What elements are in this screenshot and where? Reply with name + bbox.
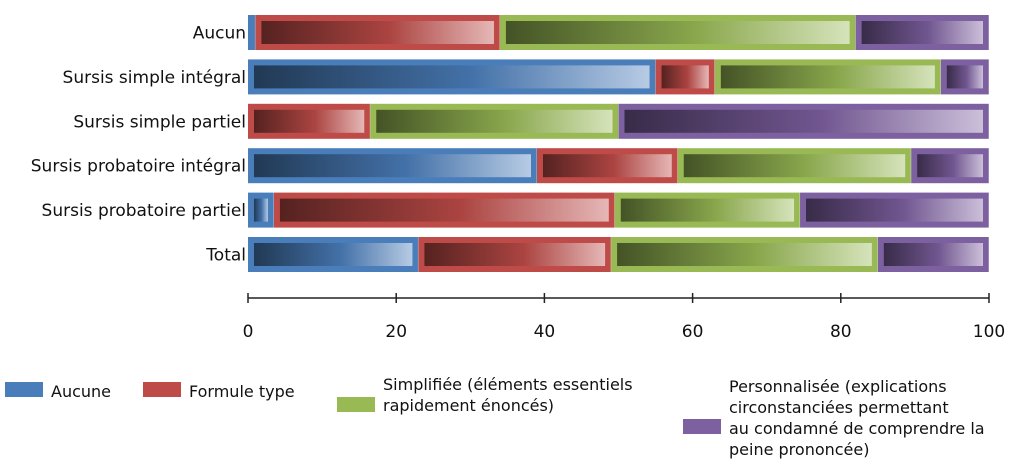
- legend-label: Personnalisée (explications circonstancié…: [729, 377, 985, 459]
- bar-segment-gradient: [505, 21, 850, 44]
- bar-segment-sursis-probatoire-integral-simplifiee: [677, 148, 912, 184]
- bar-segment-gradient: [254, 109, 365, 133]
- bar-segment-gradient: [542, 154, 672, 178]
- legend-swatch: [143, 382, 181, 397]
- bar-segment-sursis-probatoire-integral-personnalisee: [911, 148, 990, 184]
- x-axis: 0 20 40 60 80 100: [243, 293, 1005, 342]
- bar-segment-sursis-probatoire-partiel-personnalisee: [800, 192, 990, 228]
- bar-segment-sursis-probatoire-partiel-aucune: [248, 192, 275, 228]
- bar-segment-aucun-simplifiee: [499, 15, 857, 50]
- bar-segment-gradient: [254, 243, 413, 266]
- bar-segment-gradient: [806, 198, 983, 222]
- bar-segment-sursis-simple-integral-formule: [655, 59, 716, 95]
- bar-segment-gradient: [720, 65, 935, 89]
- x-tick-label: 0: [243, 322, 254, 342]
- legend-item-formule: Formule type: [143, 382, 295, 401]
- bar-segment-gradient: [661, 65, 709, 89]
- bar-segment-gradient: [254, 65, 650, 89]
- bar-segment-sursis-probatoire-integral-aucune: [248, 148, 538, 184]
- bar-segment-sursis-simple-partiel-personnalisee: [618, 103, 990, 139]
- bars-layer: [248, 15, 990, 272]
- legend-label: Aucune: [51, 382, 111, 401]
- bar-segment-aucun-personnalisee: [855, 15, 990, 50]
- legend-item-simplifiee: Simplifiée (éléments essentiels rapidemen…: [337, 375, 633, 415]
- bar-segment-total-simplifiee: [611, 237, 879, 272]
- bar-segment-aucun-formule: [255, 15, 501, 50]
- bar-segment-gradient: [620, 198, 795, 222]
- category-label: Total: [205, 246, 246, 266]
- bar-segment-gradient: [254, 154, 531, 178]
- category-label: Sursis simple partiel: [73, 112, 246, 132]
- bar-segment-sursis-simple-integral-simplifiee: [714, 59, 942, 95]
- legend-label: Simplifiée (éléments essentiels rapidemen…: [383, 375, 633, 415]
- x-tick-label: 60: [682, 322, 704, 342]
- bar-segment-gradient: [254, 198, 268, 222]
- bar-segment-sursis-simple-partiel-formule: [248, 103, 371, 139]
- bar-segment-gradient: [683, 154, 906, 178]
- legend-item-aucune: Aucune: [5, 382, 111, 401]
- bar-segment-gradient: [624, 109, 983, 133]
- legend-label: Formule type: [189, 382, 295, 401]
- bar-segment-gradient: [917, 154, 983, 178]
- bar-segment-gradient: [883, 243, 983, 266]
- bar-segment-gradient: [424, 243, 606, 266]
- bar-segment-gradient: [261, 21, 494, 44]
- bar-segment-sursis-probatoire-partiel-simplifiee: [614, 192, 801, 228]
- bar-segment-gradient: [861, 21, 983, 44]
- bar-segment-aucun-aucune: [248, 15, 256, 50]
- bar-segment-sursis-simple-partiel-simplifiee: [370, 103, 619, 139]
- legend-swatch: [337, 397, 375, 412]
- x-tick-label: 100: [973, 322, 1005, 342]
- bar-segment-sursis-simple-integral-personnalisee: [940, 59, 990, 95]
- bar-segment-gradient: [279, 198, 609, 222]
- bar-segment-sursis-simple-integral-aucune: [248, 59, 657, 95]
- category-labels: Aucun Sursis simple intégral Sursis simple…: [31, 24, 246, 266]
- bar-segment-total-personnalisee: [877, 237, 990, 272]
- x-tick-label: 40: [534, 322, 556, 342]
- bar-segment-gradient: [617, 243, 872, 266]
- bar-segment-sursis-probatoire-partiel-formule: [273, 192, 616, 228]
- bar-segment-total-formule: [418, 237, 612, 272]
- legend-swatch: [5, 382, 43, 397]
- category-label: Sursis probatoire intégral: [31, 157, 246, 177]
- legend-swatch: [683, 419, 721, 434]
- legend-item-personnalisee: Personnalisée (explications circonstancié…: [683, 377, 985, 459]
- bar-segment-total-aucune: [248, 237, 419, 272]
- bar-segment-sursis-probatoire-integral-formule: [536, 148, 679, 184]
- category-label: Sursis probatoire partiel: [42, 201, 246, 221]
- x-tick-label: 20: [385, 322, 407, 342]
- bar-segment-gradient: [946, 65, 983, 89]
- bar-segment-gradient: [376, 109, 613, 133]
- bar-segment-frame: [248, 15, 256, 50]
- legend: Aucune Formule type Simplifiée (éléments e…: [5, 375, 985, 459]
- x-tick-label: 80: [830, 322, 852, 342]
- category-label: Aucun: [193, 24, 246, 44]
- category-label: Sursis simple intégral: [63, 68, 246, 88]
